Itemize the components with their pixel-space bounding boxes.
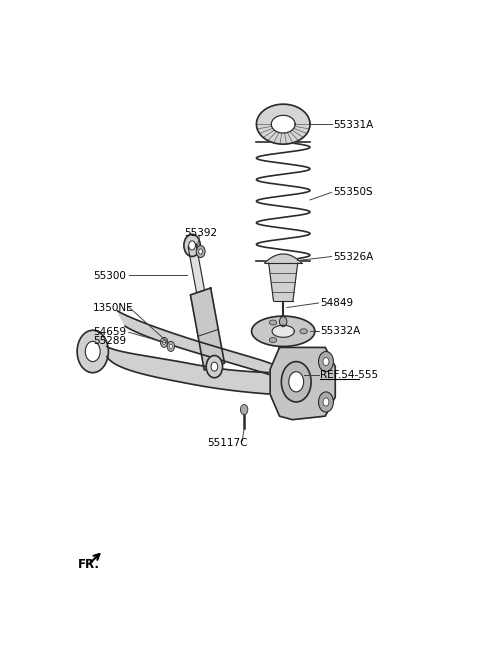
Text: 54849: 54849 [321, 298, 354, 308]
Polygon shape [188, 244, 204, 293]
Circle shape [211, 362, 218, 371]
Circle shape [199, 249, 203, 254]
Circle shape [281, 361, 311, 402]
Circle shape [189, 241, 195, 250]
Circle shape [169, 344, 172, 348]
Circle shape [323, 358, 329, 365]
Circle shape [319, 352, 334, 372]
Circle shape [184, 234, 200, 256]
Circle shape [163, 340, 166, 344]
Polygon shape [269, 263, 298, 301]
Ellipse shape [300, 329, 307, 334]
Text: 55289: 55289 [93, 337, 126, 346]
Circle shape [279, 317, 287, 327]
Polygon shape [264, 254, 302, 263]
Circle shape [319, 392, 334, 412]
Text: FR.: FR. [78, 558, 100, 571]
Text: REF.54-555: REF.54-555 [321, 370, 379, 380]
Circle shape [196, 245, 205, 258]
Polygon shape [270, 348, 335, 420]
Text: 55392: 55392 [184, 228, 217, 238]
Circle shape [77, 330, 108, 373]
Polygon shape [272, 325, 294, 337]
Polygon shape [118, 311, 283, 379]
Ellipse shape [269, 320, 276, 325]
Text: 55117C: 55117C [207, 438, 248, 449]
Text: 1350NE: 1350NE [93, 303, 133, 313]
Circle shape [85, 341, 100, 361]
Circle shape [160, 337, 168, 348]
Circle shape [206, 356, 223, 378]
Polygon shape [252, 316, 315, 346]
Polygon shape [256, 104, 310, 144]
Ellipse shape [269, 337, 276, 342]
Circle shape [240, 405, 248, 415]
Text: 55300: 55300 [93, 271, 126, 281]
Text: 55350S: 55350S [334, 188, 373, 197]
Text: 55326A: 55326A [334, 251, 373, 262]
Polygon shape [191, 288, 225, 370]
Circle shape [289, 372, 304, 392]
Text: 54659: 54659 [93, 327, 126, 337]
Text: 55331A: 55331A [334, 120, 373, 130]
Polygon shape [107, 346, 305, 395]
Circle shape [167, 341, 175, 352]
Text: 55332A: 55332A [321, 326, 360, 337]
Circle shape [323, 398, 329, 406]
